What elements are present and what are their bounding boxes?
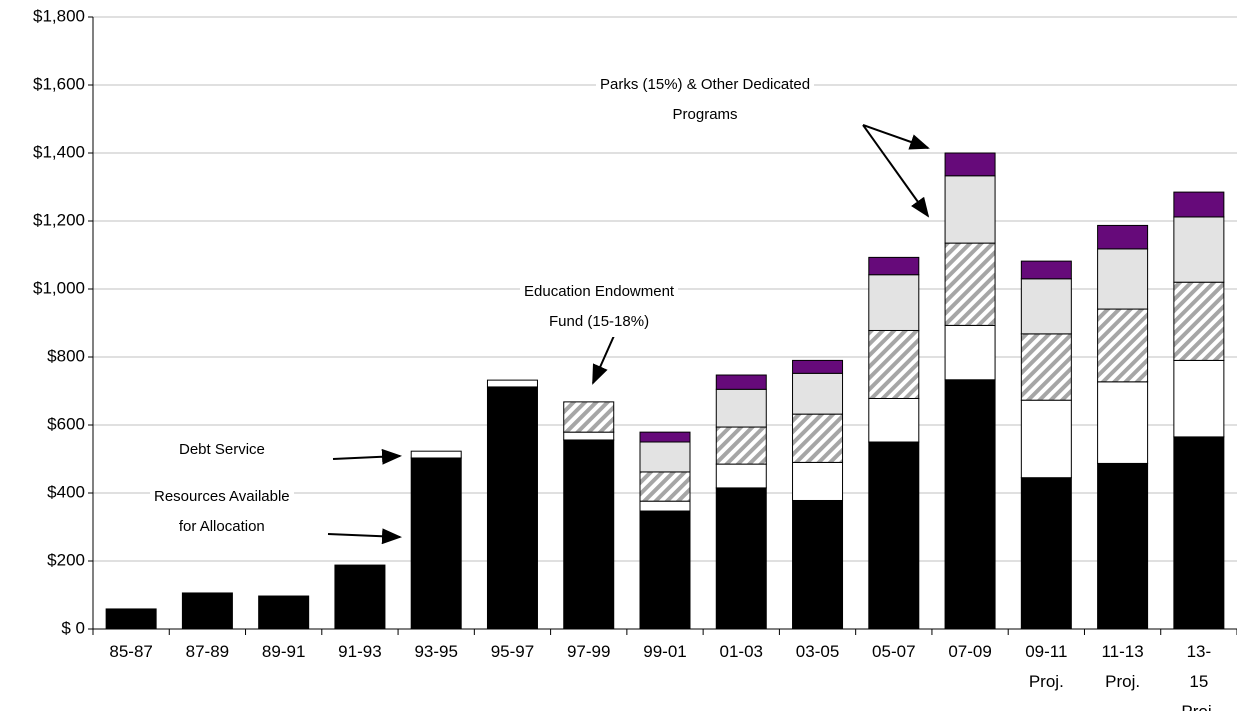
y-tick-label: $1,200	[33, 210, 85, 229]
bar-segment	[868, 441, 920, 630]
arrow	[332, 448, 402, 465]
arrow	[327, 528, 402, 545]
bar-segment	[715, 463, 767, 489]
bar-segment	[639, 471, 691, 502]
bar-segment	[258, 595, 310, 630]
bar-segment	[1173, 281, 1225, 361]
arrow	[862, 124, 930, 150]
bar-segment	[563, 439, 615, 630]
bar-segment	[639, 441, 691, 473]
x-tick-label: 95-97	[490, 642, 535, 661]
bar-segment	[715, 388, 767, 428]
x-tick-label: 99-01	[643, 642, 687, 661]
x-tick-label: 05-07	[872, 642, 916, 661]
bar-segment	[1173, 191, 1225, 218]
x-tick-label: 11-13 Proj.	[1101, 642, 1144, 691]
bar-segment	[792, 499, 844, 630]
bar-segment	[944, 379, 996, 630]
bar-segment	[486, 379, 538, 388]
arrow	[592, 328, 618, 385]
bar-segment	[181, 592, 233, 630]
bar-segment	[715, 487, 767, 630]
x-tick-label: 03-05	[795, 642, 840, 661]
annotation: Education Endowment Fund (15-18%)	[520, 277, 679, 337]
y-tick-label: $1,400	[33, 142, 85, 161]
bar-segment	[1173, 216, 1225, 283]
bar-segment	[639, 431, 691, 443]
bar-segment	[486, 386, 538, 630]
bar-segment	[639, 500, 691, 512]
bar-segment	[1097, 462, 1149, 630]
bar-segment	[944, 324, 996, 381]
bar-segment	[1173, 359, 1225, 438]
arrow	[862, 124, 930, 218]
y-tick-label: $ 0	[61, 618, 85, 637]
bar-segment	[410, 450, 462, 459]
y-tick-label: $200	[47, 550, 85, 569]
annotation: Resources Available for Allocation	[150, 482, 294, 542]
bar-segment	[944, 175, 996, 244]
bar-segment	[410, 457, 462, 630]
bar-segment	[868, 274, 920, 331]
bar-segment	[563, 431, 615, 441]
bar-segment	[792, 359, 844, 374]
y-tick-label: $1,600	[33, 74, 85, 93]
annotation: Parks (15%) & Other Dedicated Programs	[596, 70, 815, 130]
bar-segment	[715, 426, 767, 465]
y-tick-label: $400	[47, 482, 85, 501]
bar-segment	[1020, 399, 1072, 479]
bar-segment	[1097, 224, 1149, 250]
x-tick-label: 93-95	[414, 642, 458, 661]
x-tick-label: 97-99	[566, 642, 611, 661]
annotation-arrows	[327, 124, 930, 545]
bar-segment	[1020, 260, 1072, 280]
bar-segment	[792, 372, 844, 415]
x-tick-label: 87-89	[185, 642, 230, 661]
x-tick-label: 01-03	[719, 642, 764, 661]
bar-segment	[1020, 278, 1072, 335]
y-tick-label: $800	[47, 346, 85, 365]
bar-segment	[715, 374, 767, 390]
x-tick-label: 07-09	[948, 642, 992, 661]
x-tick-label: 89-91	[261, 642, 306, 661]
bar-segment	[563, 401, 615, 433]
bar-segment	[944, 242, 996, 326]
bar-segment	[1097, 248, 1149, 310]
bar-segment	[105, 608, 157, 630]
bar-segment	[1173, 436, 1225, 630]
x-tick-label: 91-93	[338, 642, 382, 661]
y-tick-label: $1,800	[33, 6, 85, 25]
y-tick-label: $1,000	[33, 278, 85, 297]
bar-segment	[944, 152, 996, 177]
bar-segment	[868, 397, 920, 443]
bar-segment	[334, 564, 386, 630]
bar-segment	[868, 256, 920, 276]
bar-segment	[792, 461, 844, 501]
x-tick-label: 13-15 Proj.	[1181, 642, 1216, 711]
bar-segment	[1020, 333, 1072, 401]
bar-segment	[639, 510, 691, 630]
bar-segment	[1097, 308, 1149, 383]
bar-segment	[1020, 477, 1072, 630]
bar-segment	[792, 413, 844, 463]
annotation: Debt Service	[175, 435, 269, 465]
y-tick-label: $600	[47, 414, 85, 433]
x-tick-label: 85-87	[109, 642, 153, 661]
bar-segment	[868, 329, 920, 399]
bar-segment	[1097, 381, 1149, 464]
x-tick-label: 09-11 Proj.	[1025, 642, 1068, 691]
